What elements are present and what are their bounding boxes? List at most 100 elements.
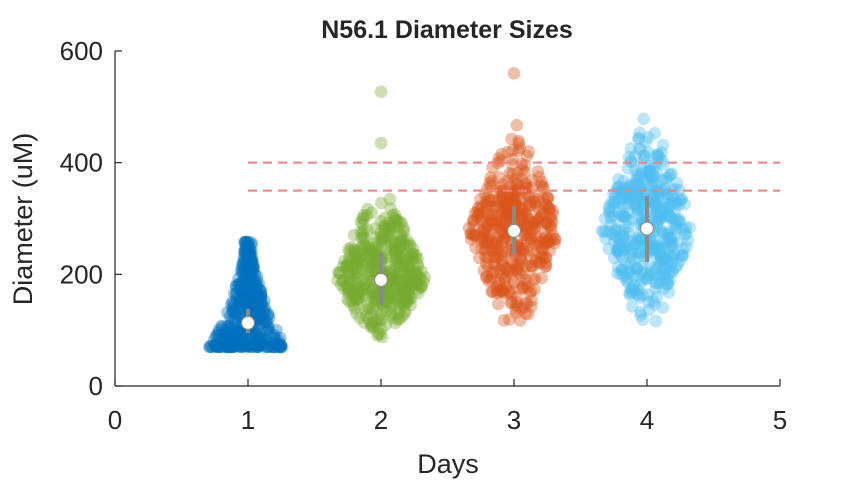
data-point <box>633 169 647 183</box>
data-point <box>647 294 660 308</box>
data-point <box>491 156 505 170</box>
data-point <box>490 283 504 297</box>
data-point <box>347 262 360 276</box>
data-point <box>336 274 350 288</box>
data-point <box>539 259 553 273</box>
data-point <box>510 299 523 312</box>
data-point <box>226 301 239 315</box>
data-point <box>617 174 630 188</box>
data-point <box>383 222 397 236</box>
data-point <box>244 264 258 278</box>
data-point <box>488 236 501 249</box>
data-point <box>376 330 389 344</box>
data-point <box>623 178 637 192</box>
data-point <box>525 259 538 273</box>
data-point <box>386 221 400 234</box>
data-point <box>518 228 531 242</box>
data-point <box>678 197 691 211</box>
data-point <box>516 244 530 257</box>
data-point <box>221 340 234 353</box>
data-point <box>226 340 240 354</box>
data-point <box>388 212 402 225</box>
data-point <box>634 142 647 156</box>
data-point <box>517 266 531 280</box>
data-point <box>370 303 383 316</box>
data-point <box>627 281 641 295</box>
data-point <box>530 233 544 246</box>
data-point <box>360 275 374 288</box>
data-point <box>650 241 663 254</box>
data-point <box>611 245 624 258</box>
data-point <box>509 184 523 197</box>
data-point <box>272 339 285 353</box>
data-point <box>518 182 532 195</box>
data-point <box>209 339 223 353</box>
data-point <box>351 270 365 284</box>
data-point <box>414 280 428 293</box>
data-point <box>235 293 249 307</box>
data-point <box>397 222 411 235</box>
data-point <box>223 336 237 350</box>
data-point <box>629 262 643 276</box>
data-point <box>520 182 534 195</box>
data-point <box>514 302 528 316</box>
data-point <box>209 340 223 354</box>
data-point <box>670 220 684 234</box>
data-point <box>474 213 487 227</box>
data-point <box>369 316 382 329</box>
data-point <box>623 258 637 271</box>
data-point <box>595 224 609 237</box>
data-point <box>649 196 663 209</box>
data-point <box>527 237 541 251</box>
data-point <box>621 198 635 211</box>
data-point <box>526 216 540 230</box>
data-point <box>350 254 363 268</box>
data-point <box>234 264 248 278</box>
data-point <box>622 265 635 279</box>
data-point <box>387 296 400 309</box>
data-point <box>349 283 363 297</box>
data-point <box>387 291 400 305</box>
data-point <box>649 261 663 274</box>
data-point <box>487 257 501 270</box>
data-point <box>539 256 553 270</box>
data-point <box>485 213 498 226</box>
data-point <box>617 223 631 237</box>
data-point <box>245 280 258 293</box>
data-point <box>625 235 639 248</box>
data-point <box>650 215 663 228</box>
data-point <box>478 222 492 235</box>
data-point <box>235 332 248 345</box>
data-point <box>676 248 690 262</box>
data-point <box>259 315 273 329</box>
data-point <box>244 298 258 312</box>
data-point <box>536 181 550 195</box>
data-point <box>375 196 388 210</box>
data-point <box>219 339 233 353</box>
data-point <box>352 281 366 294</box>
data-point <box>529 200 542 213</box>
data-point <box>464 227 478 240</box>
data-point <box>657 226 671 240</box>
data-point <box>237 276 251 289</box>
data-point <box>389 316 402 330</box>
data-point <box>672 212 685 226</box>
data-point <box>234 339 248 353</box>
data-point <box>223 334 237 348</box>
data-point <box>368 314 382 328</box>
data-point <box>628 239 642 252</box>
data-point <box>237 252 250 265</box>
data-point <box>227 305 240 319</box>
data-point <box>612 173 625 186</box>
data-point <box>350 276 364 290</box>
data-point <box>274 340 287 354</box>
data-point <box>649 276 663 290</box>
data-point <box>362 241 376 254</box>
data-point <box>244 253 258 266</box>
data-point <box>395 216 408 230</box>
data-point <box>625 243 638 257</box>
data-point <box>253 290 267 304</box>
data-point <box>236 257 250 270</box>
median-marker-4 <box>639 221 655 236</box>
data-point <box>228 338 242 352</box>
